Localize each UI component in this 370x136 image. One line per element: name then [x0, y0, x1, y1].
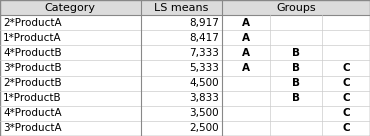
Bar — [0, 45, 141, 60]
Text: 2*ProductB: 2*ProductB — [3, 78, 61, 88]
Text: A: A — [242, 48, 250, 58]
Text: 3*ProductB: 3*ProductB — [3, 63, 61, 73]
Text: 1*ProductB: 1*ProductB — [3, 93, 61, 103]
Bar — [0, 121, 141, 136]
Bar — [222, 106, 270, 121]
Text: 2*ProductA: 2*ProductA — [3, 18, 61, 28]
Text: 8,417: 8,417 — [189, 33, 219, 43]
Bar — [270, 121, 322, 136]
Bar — [270, 76, 322, 91]
Bar — [0, 91, 141, 106]
Bar — [222, 15, 270, 30]
Text: B: B — [292, 48, 300, 58]
Text: 4*ProductA: 4*ProductA — [3, 108, 61, 118]
Bar — [141, 106, 222, 121]
Bar — [222, 91, 270, 106]
Text: A: A — [242, 33, 250, 43]
Bar — [141, 76, 222, 91]
Bar — [141, 15, 222, 30]
Text: B: B — [292, 93, 300, 103]
Bar — [322, 91, 370, 106]
Text: 1*ProductA: 1*ProductA — [3, 33, 61, 43]
Bar — [0, 0, 141, 15]
Bar — [270, 60, 322, 76]
Text: 8,917: 8,917 — [189, 18, 219, 28]
Text: 4*ProductB: 4*ProductB — [3, 48, 61, 58]
Bar — [322, 121, 370, 136]
Bar — [0, 76, 141, 91]
Bar — [222, 121, 270, 136]
Bar — [141, 45, 222, 60]
Text: A: A — [242, 18, 250, 28]
Bar — [141, 30, 222, 45]
Text: 2,500: 2,500 — [189, 123, 219, 133]
Text: 3,500: 3,500 — [189, 108, 219, 118]
Text: 5,333: 5,333 — [189, 63, 219, 73]
Bar — [222, 76, 270, 91]
Bar — [322, 76, 370, 91]
Bar — [0, 30, 141, 45]
Text: 7,333: 7,333 — [189, 48, 219, 58]
Text: C: C — [342, 63, 350, 73]
Bar — [322, 30, 370, 45]
Bar — [322, 60, 370, 76]
Bar — [141, 0, 222, 15]
Bar — [222, 0, 370, 15]
Text: C: C — [342, 123, 350, 133]
Bar — [0, 15, 141, 30]
Bar — [270, 15, 322, 30]
Text: Groups: Groups — [276, 3, 316, 13]
Bar — [322, 15, 370, 30]
Bar — [322, 106, 370, 121]
Text: C: C — [342, 108, 350, 118]
Text: A: A — [242, 63, 250, 73]
Bar — [0, 106, 141, 121]
Bar — [222, 60, 270, 76]
Text: LS means: LS means — [154, 3, 208, 13]
Text: Category: Category — [45, 3, 96, 13]
Text: B: B — [292, 78, 300, 88]
Bar — [141, 121, 222, 136]
Bar — [270, 106, 322, 121]
Bar — [222, 30, 270, 45]
Text: 4,500: 4,500 — [189, 78, 219, 88]
Text: 3,833: 3,833 — [189, 93, 219, 103]
Text: C: C — [342, 78, 350, 88]
Bar — [270, 30, 322, 45]
Bar — [222, 45, 270, 60]
Text: C: C — [342, 93, 350, 103]
Bar — [0, 60, 141, 76]
Bar — [141, 91, 222, 106]
Text: B: B — [292, 63, 300, 73]
Bar — [322, 45, 370, 60]
Bar — [141, 60, 222, 76]
Text: 3*ProductA: 3*ProductA — [3, 123, 61, 133]
Bar — [270, 91, 322, 106]
Bar — [270, 45, 322, 60]
